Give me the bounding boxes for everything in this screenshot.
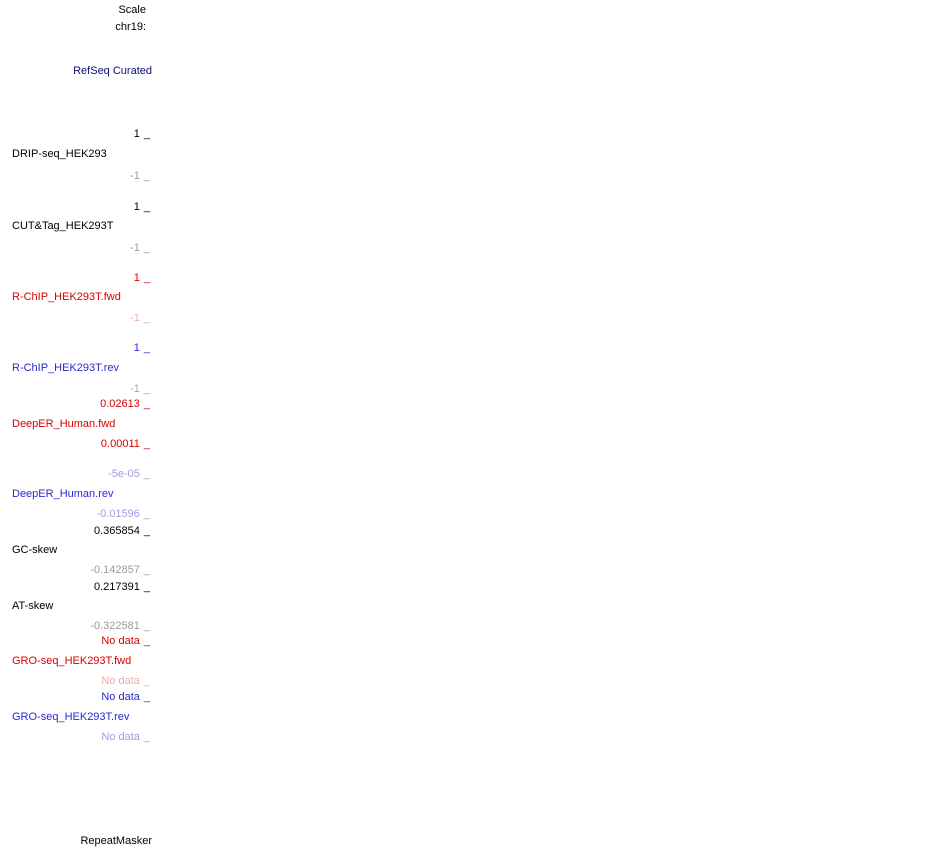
track-label-at-skew[interactable]: AT-skew: [12, 600, 54, 612]
axis-max-value: 0.217391: [93, 581, 140, 593]
track-bottom-limit: -0.142857 _: [0, 564, 150, 576]
track-bottom-limit: -1 _: [0, 170, 150, 182]
axis-max-value: 1: [133, 128, 140, 140]
axis-tick-icon: _: [143, 635, 150, 647]
track-label-refseq-curated[interactable]: RefSeq Curated: [73, 65, 152, 77]
axis-tick-icon: _: [143, 342, 150, 354]
axis-tick-icon: _: [143, 581, 150, 593]
axis-max-value: No data: [101, 691, 140, 703]
axis-tick-icon: _: [143, 242, 150, 254]
track-bottom-limit: -0.322581 _: [0, 620, 150, 632]
axis-tick-icon: _: [143, 438, 150, 450]
track-bottom-limit: -0.01596 _: [0, 508, 150, 520]
track-top-limit: 1 _: [0, 201, 150, 213]
track-bottom-limit: -1 _: [0, 242, 150, 254]
axis-min-value: 0.00011: [100, 438, 140, 450]
axis-tick-icon: _: [143, 272, 150, 284]
track-bottom-limit: 0.00011 _: [0, 438, 150, 450]
axis-max-value: -5e-05: [108, 468, 140, 480]
axis-tick-icon: _: [143, 468, 150, 480]
track-bottom-limit: -1 _: [0, 383, 150, 395]
axis-max-value: 1: [133, 342, 140, 354]
track-top-limit: -5e-05 _: [0, 468, 150, 480]
axis-tick-icon: _: [143, 731, 150, 743]
track-label-gc-skew[interactable]: GC-skew: [12, 544, 58, 556]
axis-tick-icon: _: [143, 128, 150, 140]
axis-min-value: -0.01596: [96, 508, 140, 520]
track-bottom-limit: No data _: [0, 731, 150, 743]
track-label-r-chip-hek293t-rev[interactable]: R-ChIP_HEK293T.rev: [12, 362, 119, 374]
axis-min-value: No data: [101, 675, 140, 687]
axis-max-value: 1: [133, 201, 140, 213]
track-top-limit: 1 _: [0, 272, 150, 284]
track-top-limit: No data _: [0, 635, 150, 647]
track-bottom-limit: -1 _: [0, 312, 150, 324]
axis-max-value: No data: [101, 635, 140, 647]
track-label-r-chip-hek293t-fwd[interactable]: R-ChIP_HEK293T.fwd: [12, 291, 121, 303]
track-top-limit: No data _: [0, 691, 150, 703]
axis-max-value: 1: [133, 272, 140, 284]
axis-min-value: -1: [130, 242, 140, 254]
track-label-deeper-human-rev[interactable]: DeepER_Human.rev: [12, 488, 114, 500]
track-label-repeatmasker[interactable]: RepeatMasker: [80, 835, 152, 847]
axis-tick-icon: _: [143, 564, 150, 576]
track-label-gro-seq-hek293t-rev[interactable]: GRO-seq_HEK293T.rev: [12, 711, 130, 723]
track-bottom-limit: No data _: [0, 675, 150, 687]
track-label-drip-seq-hek293[interactable]: DRIP-seq_HEK293: [12, 148, 107, 160]
axis-min-value: -1: [130, 312, 140, 324]
axis-tick-icon: _: [143, 398, 150, 410]
axis-max-value: 0.02613: [100, 398, 140, 410]
track-top-limit: 1 _: [0, 342, 150, 354]
axis-min-value: No data: [101, 731, 140, 743]
track-label-gro-seq-hek293t-fwd[interactable]: GRO-seq_HEK293T.fwd: [12, 655, 132, 667]
track-label-cut-tag-hek293t[interactable]: CUT&Tag_HEK293T: [12, 220, 114, 232]
axis-tick-icon: _: [143, 675, 150, 687]
axis-tick-icon: _: [143, 525, 150, 537]
axis-tick-icon: _: [143, 170, 150, 182]
axis-min-value: -1: [130, 383, 140, 395]
track-top-limit: 0.02613 _: [0, 398, 150, 410]
axis-tick-icon: _: [143, 620, 150, 632]
chromosome-position-label: chr19:: [115, 21, 146, 33]
axis-min-value: -0.322581: [90, 620, 140, 632]
scale-label: Scale: [118, 4, 146, 16]
axis-tick-icon: _: [143, 383, 150, 395]
track-label-deeper-human-fwd[interactable]: DeepER_Human.fwd: [12, 418, 116, 430]
track-top-limit: 1 _: [0, 128, 150, 140]
axis-tick-icon: _: [143, 691, 150, 703]
track-top-limit: 0.365854 _: [0, 525, 150, 537]
axis-tick-icon: _: [143, 312, 150, 324]
axis-max-value: 0.365854: [93, 525, 140, 537]
axis-tick-icon: _: [143, 508, 150, 520]
axis-tick-icon: _: [143, 201, 150, 213]
track-top-limit: 0.217391 _: [0, 581, 150, 593]
axis-min-value: -0.142857: [90, 564, 140, 576]
axis-min-value: -1: [130, 170, 140, 182]
